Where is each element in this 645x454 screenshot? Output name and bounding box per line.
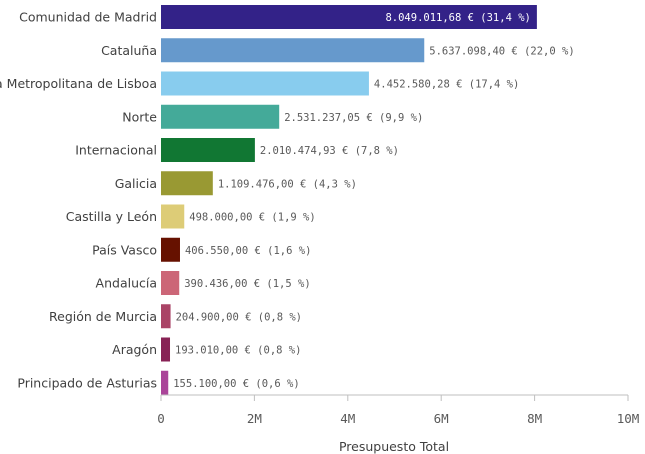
data-label: 5.637.098,40 € (22,0 %): [429, 45, 574, 57]
tick-label: 4M: [340, 411, 355, 426]
bar[interactable]: [161, 304, 171, 329]
bar[interactable]: [161, 5, 537, 29]
data-label: 2.531.237,05 € (9,9 %): [284, 112, 423, 124]
bar[interactable]: [161, 38, 425, 63]
bar[interactable]: [161, 171, 213, 196]
bar[interactable]: [161, 337, 171, 362]
tick-label: 8M: [527, 411, 542, 426]
data-label: 2.010.474,93 € (7,8 %): [260, 145, 399, 157]
x-axis-title: Presupuesto Total: [339, 439, 449, 454]
category-label: Galicia: [115, 176, 157, 191]
data-label: 406.550,00 € (1,6 %): [185, 245, 311, 257]
tick-label: 2M: [247, 411, 262, 426]
category-label: Castilla y León: [66, 209, 157, 224]
category-label: Aragón: [112, 342, 157, 357]
tick-label: 0: [157, 411, 165, 426]
data-label: 390.436,00 € (1,5 %): [184, 278, 310, 290]
tick-label: 10M: [617, 411, 640, 426]
data-label: 155.100,00 € (0,6 %): [173, 378, 299, 390]
data-label: 498.000,00 € (1,9 %): [189, 212, 315, 224]
bar[interactable]: [161, 104, 280, 129]
bar[interactable]: [161, 71, 369, 96]
category-label: País Vasco: [92, 242, 157, 257]
category-label: Comunidad de Madrid: [19, 10, 157, 25]
bar[interactable]: [161, 370, 169, 395]
bar[interactable]: [161, 271, 180, 295]
data-label: 204.900,00 € (0,8 %): [176, 311, 302, 323]
category-label: Área Metropolitana de Lisboa: [0, 76, 157, 91]
data-label: 1.109.476,00 € (4,3 %): [218, 178, 357, 190]
data-label: 4.452.580,28 € (17,4 %): [374, 79, 519, 91]
data-label: 8.049.011,68 € (31,4 %): [385, 12, 530, 24]
x-axis-ticks: 0 2M 4M 6M 8M 10M: [157, 395, 639, 426]
category-labels: Comunidad de Madrid Cataluña Área Metropol…: [0, 10, 157, 391]
category-label: Norte: [122, 109, 157, 124]
data-label: 193.010,00 € (0,8 %): [175, 345, 301, 357]
bar[interactable]: [161, 237, 180, 262]
bar[interactable]: [161, 138, 255, 162]
bars: [161, 5, 537, 395]
value-labels: 8.049.011,68 € (31,4 %) 5.637.098,40 € (2…: [173, 12, 574, 390]
category-label: Andalucía: [96, 276, 157, 291]
category-label: Cataluña: [101, 43, 157, 58]
category-label: Internacional: [75, 143, 157, 158]
bar[interactable]: [161, 204, 185, 229]
category-label: Región de Murcia: [49, 309, 157, 324]
category-label: Principado de Asturias: [17, 375, 157, 390]
tick-label: 6M: [434, 411, 449, 426]
